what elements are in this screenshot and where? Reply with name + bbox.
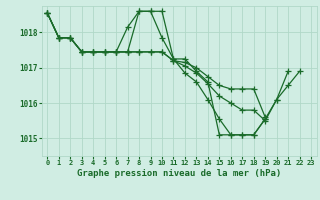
X-axis label: Graphe pression niveau de la mer (hPa): Graphe pression niveau de la mer (hPa) <box>77 169 281 178</box>
